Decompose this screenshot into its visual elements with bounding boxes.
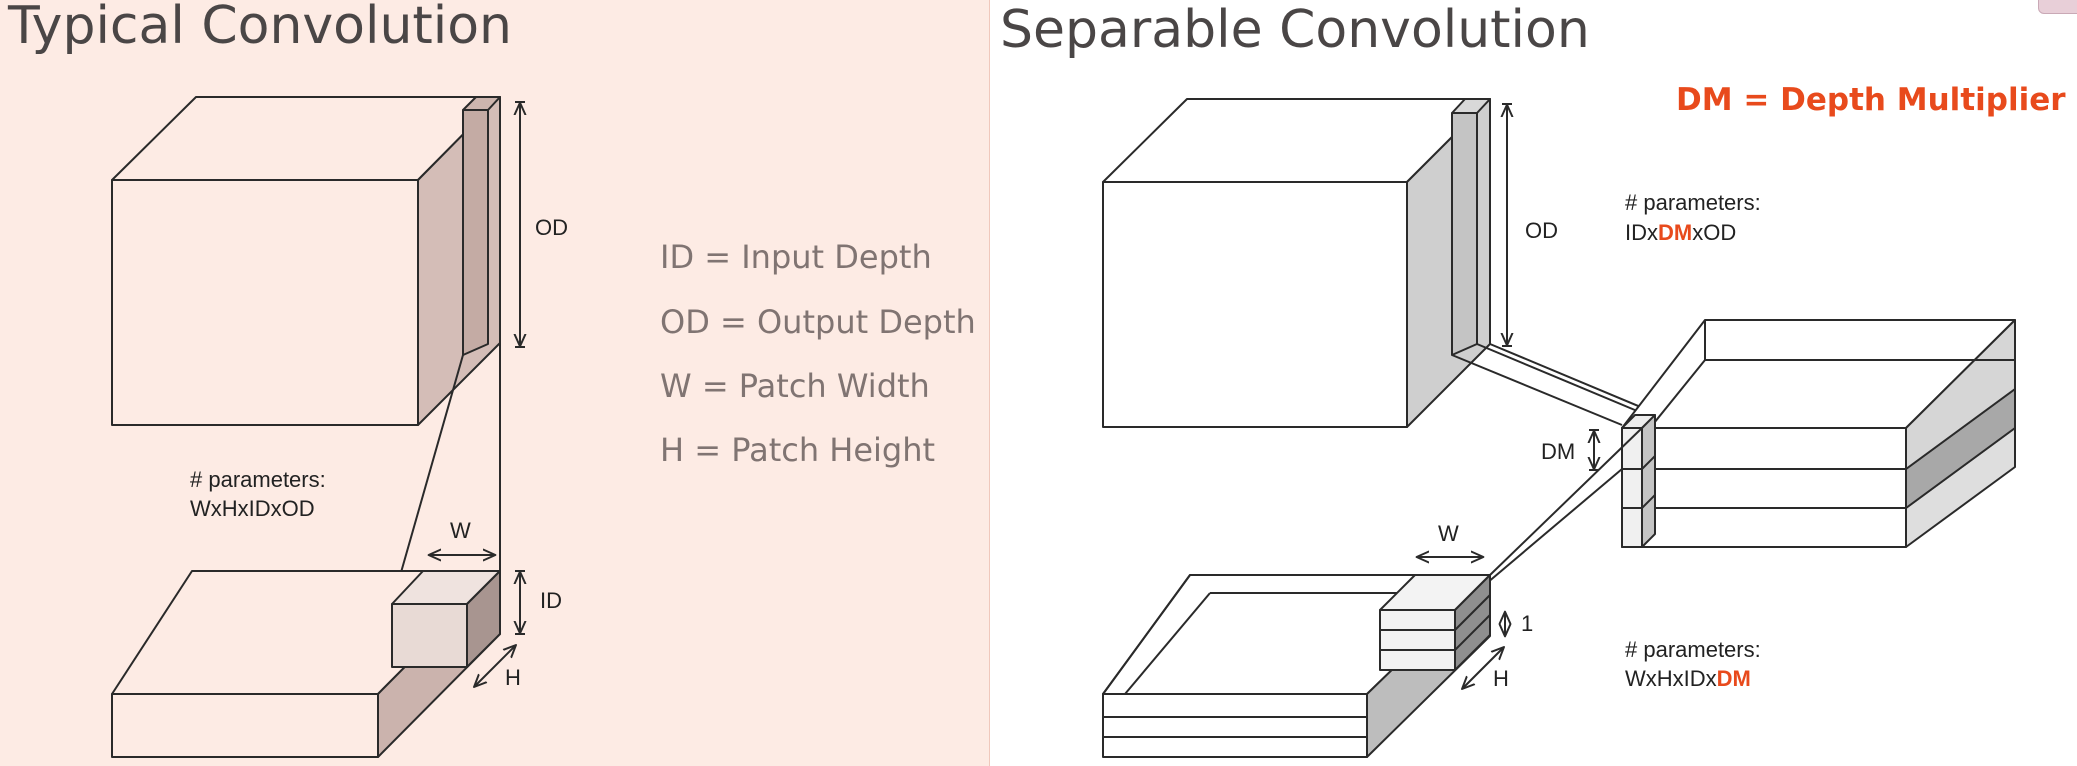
- separable-w-label: W: [1438, 521, 1459, 546]
- separable-params-top-formula: IDxDMxOD: [1625, 220, 1736, 245]
- typical-patch: [391, 570, 501, 668]
- separable-intermediate-volume: [1621, 319, 2016, 548]
- separable-convolution-title: Separable Convolution: [1000, 0, 1590, 60]
- typical-id-label: ID: [540, 588, 562, 613]
- legend-output-depth: OD = Output Depth: [660, 303, 976, 341]
- separable-h-label: H: [1493, 666, 1509, 691]
- typical-od-label: OD: [535, 215, 568, 240]
- typical-id-arrow: [515, 570, 525, 635]
- legend-patch-height: H = Patch Height: [660, 431, 936, 469]
- depth-multiplier-definition: DM = Depth Multiplier: [1676, 82, 2066, 118]
- typical-params-label: # parameters:: [190, 467, 326, 492]
- typical-od-arrow: [515, 101, 525, 348]
- typical-h-label: H: [505, 665, 521, 690]
- separable-od-label: OD: [1525, 218, 1558, 243]
- separable-top-projection: [1451, 343, 1656, 426]
- legend-input-depth: ID = Input Depth: [660, 238, 932, 276]
- separable-output-volume: [1102, 98, 1491, 428]
- typical-convolution-title: Typical Convolution: [8, 0, 513, 56]
- typical-output-volume: [111, 96, 501, 426]
- separable-h-arrow: [1463, 648, 1503, 688]
- legend-patch-width: W = Patch Width: [660, 367, 930, 405]
- separable-params-bottom-label: # parameters:: [1625, 637, 1761, 662]
- separable-params-bottom-formula: WxHxIDxDM: [1625, 666, 1751, 691]
- separable-depth-one-label: 1: [1521, 611, 1533, 636]
- separable-dm-label: DM: [1541, 439, 1575, 464]
- typical-projection-lines: [391, 343, 501, 605]
- separable-params-top-label: # parameters:: [1625, 190, 1761, 215]
- separable-dm-arrow: [1589, 429, 1599, 471]
- typical-h-arrow: [475, 646, 515, 686]
- typical-w-label: W: [450, 518, 471, 543]
- corner-tab[interactable]: [2038, 0, 2077, 14]
- separable-od-arrow: [1502, 103, 1512, 347]
- typical-params-formula: WxHxIDxOD: [190, 496, 315, 521]
